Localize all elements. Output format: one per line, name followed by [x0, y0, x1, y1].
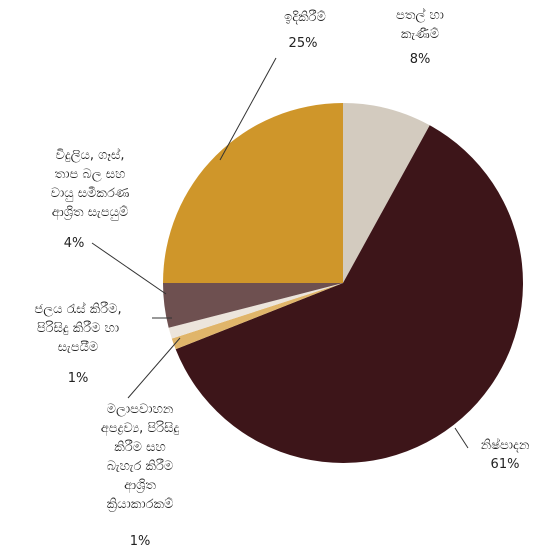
slice-label: ජලය රැස් කිරීම, පිරිසිදු කිරීම හා සැපයීම — [34, 302, 122, 355]
pie-slice — [168, 283, 343, 339]
slice-percent: 4% — [63, 236, 85, 251]
leader-line — [219, 57, 277, 161]
pie-slice — [175, 125, 523, 463]
slice-percent: 1% — [67, 371, 89, 386]
slice-label: ඉදිකිරීම් — [284, 10, 326, 25]
pie-slice — [163, 103, 343, 283]
slice-label: නිෂ්පාදන — [480, 438, 530, 453]
slice-label: මලාපවාහන අපද්‍රව්‍ය, පිරිසිදු කිරීම සහ බ… — [100, 402, 180, 512]
slice-percent: 25% — [288, 36, 318, 51]
slice-label: පතල් හා කැණීම් — [396, 8, 444, 42]
slice-percent: 61% — [490, 457, 520, 472]
pie-slice — [163, 283, 343, 328]
pie-slice — [171, 283, 343, 350]
leader-line — [454, 427, 469, 449]
slice-percent: 8% — [409, 52, 431, 67]
slice-percent: 1% — [129, 534, 151, 549]
leader-line — [91, 242, 167, 295]
pie-slice — [343, 103, 430, 283]
slice-label: විදුලිය, ගෑස්, තාප බල සහ වායු සමීකරණ ආශ්… — [50, 148, 130, 220]
leader-line — [127, 337, 181, 399]
